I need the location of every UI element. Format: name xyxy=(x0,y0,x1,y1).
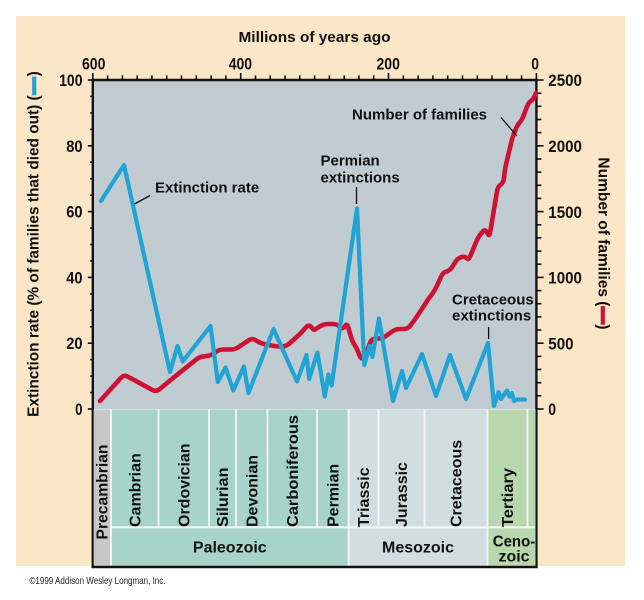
svg-text:600: 600 xyxy=(82,56,105,74)
svg-text:Millions of years ago: Millions of years ago xyxy=(239,29,391,46)
svg-text:Triassic: Triassic xyxy=(356,467,373,527)
svg-text:Cretaceous: Cretaceous xyxy=(449,440,466,527)
svg-text:Cretaceous: Cretaceous xyxy=(452,292,534,309)
svg-text:60: 60 xyxy=(66,204,82,222)
svg-text:2500: 2500 xyxy=(548,72,582,90)
svg-text:2000: 2000 xyxy=(548,138,582,156)
svg-text:Precambrian: Precambrian xyxy=(95,445,112,540)
svg-text:500: 500 xyxy=(548,335,573,353)
svg-text:Jurassic: Jurassic xyxy=(394,462,411,527)
svg-text:1000: 1000 xyxy=(548,270,582,288)
svg-text:0: 0 xyxy=(531,56,539,74)
svg-text:Extinction rate: Extinction rate xyxy=(155,179,259,196)
svg-text:200: 200 xyxy=(377,56,400,74)
svg-text:Devonian: Devonian xyxy=(245,455,262,527)
svg-text:©1999 Addison Wesley Longman,: ©1999 Addison Wesley Longman, Inc. xyxy=(30,576,166,587)
svg-text:extinctions: extinctions xyxy=(321,170,400,187)
svg-text:0: 0 xyxy=(75,401,82,419)
svg-text:Tertiary: Tertiary xyxy=(500,468,517,527)
svg-text:Mesozoic: Mesozoic xyxy=(382,540,454,557)
svg-text:400: 400 xyxy=(229,56,252,74)
svg-text:Carboniferous: Carboniferous xyxy=(285,415,302,527)
svg-text:100: 100 xyxy=(59,72,82,90)
svg-text:0: 0 xyxy=(548,401,556,419)
svg-text:Silurian: Silurian xyxy=(215,468,232,528)
svg-text:Number of families (—): Number of families (—) xyxy=(595,157,612,329)
svg-text:1500: 1500 xyxy=(548,204,582,222)
svg-text:Extinction rate (% of families: Extinction rate (% of families that died… xyxy=(26,71,43,417)
svg-text:extinctions: extinctions xyxy=(452,308,531,325)
svg-text:Permian: Permian xyxy=(326,464,343,527)
svg-text:Ordovician: Ordovician xyxy=(177,443,194,527)
svg-text:zoic: zoic xyxy=(498,548,529,565)
svg-text:80: 80 xyxy=(66,138,82,156)
svg-text:Cambrian: Cambrian xyxy=(128,453,145,527)
svg-text:Permian: Permian xyxy=(321,153,380,170)
svg-text:Paleozoic: Paleozoic xyxy=(193,540,267,557)
svg-text:Number of families: Number of families xyxy=(352,107,487,124)
svg-text:20: 20 xyxy=(66,335,82,353)
svg-text:40: 40 xyxy=(66,269,82,287)
svg-text:Ceno-: Ceno- xyxy=(493,534,536,551)
